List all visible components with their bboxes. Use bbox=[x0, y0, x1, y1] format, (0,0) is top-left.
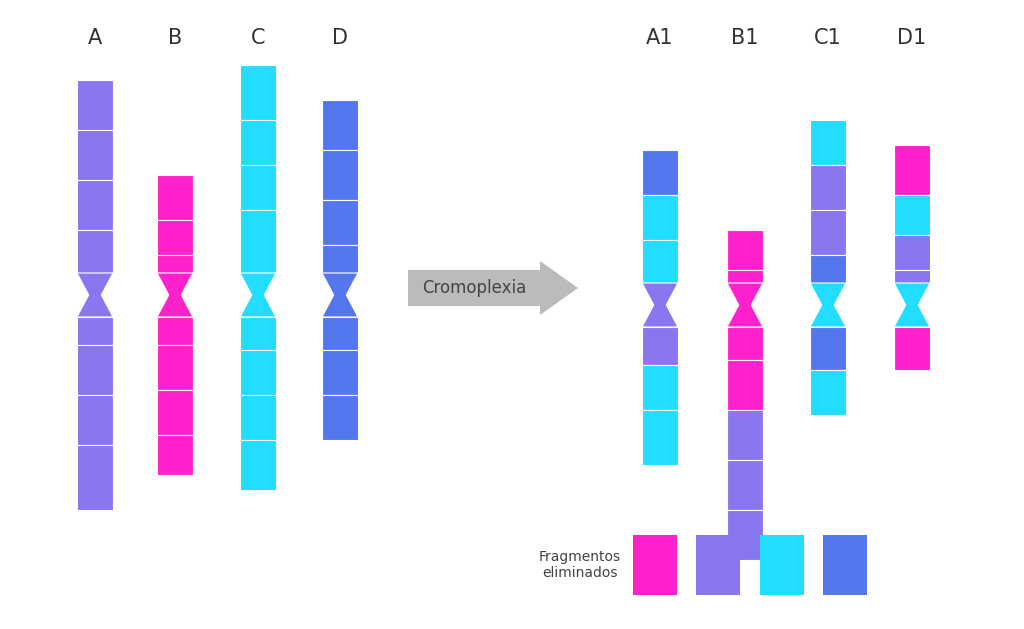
Bar bbox=[240, 440, 276, 490]
Bar bbox=[727, 410, 763, 460]
Bar bbox=[322, 395, 358, 440]
Text: C: C bbox=[251, 28, 265, 48]
Bar bbox=[727, 460, 763, 510]
Bar bbox=[823, 535, 867, 595]
Bar bbox=[810, 370, 846, 415]
Text: A: A bbox=[88, 28, 102, 48]
Polygon shape bbox=[157, 273, 193, 317]
Text: C1: C1 bbox=[814, 28, 842, 48]
Bar bbox=[77, 345, 113, 395]
Bar bbox=[810, 255, 846, 283]
Bar bbox=[240, 395, 276, 440]
Bar bbox=[894, 235, 930, 270]
Bar bbox=[157, 220, 193, 255]
Bar bbox=[810, 210, 846, 255]
Bar bbox=[727, 327, 763, 360]
Bar bbox=[77, 80, 113, 130]
Bar bbox=[894, 145, 930, 195]
Bar bbox=[240, 317, 276, 350]
Text: B1: B1 bbox=[731, 28, 759, 48]
Polygon shape bbox=[408, 261, 578, 315]
Bar bbox=[760, 535, 804, 595]
Bar bbox=[696, 535, 740, 595]
Bar bbox=[894, 270, 930, 283]
Bar bbox=[322, 317, 358, 350]
Bar bbox=[77, 317, 113, 345]
Bar bbox=[727, 510, 763, 560]
Bar bbox=[77, 445, 113, 510]
Polygon shape bbox=[810, 283, 846, 327]
Bar bbox=[322, 350, 358, 395]
Text: B: B bbox=[168, 28, 182, 48]
Text: D: D bbox=[332, 28, 348, 48]
Bar bbox=[810, 165, 846, 210]
Bar bbox=[77, 130, 113, 180]
Polygon shape bbox=[894, 283, 930, 327]
Bar bbox=[77, 230, 113, 273]
Text: A1: A1 bbox=[646, 28, 674, 48]
Bar bbox=[157, 317, 193, 345]
Bar bbox=[77, 395, 113, 445]
Bar bbox=[157, 390, 193, 435]
Bar bbox=[322, 150, 358, 200]
Bar bbox=[727, 270, 763, 283]
Bar bbox=[157, 345, 193, 390]
Bar bbox=[322, 100, 358, 150]
Polygon shape bbox=[727, 283, 763, 327]
Bar bbox=[240, 210, 276, 273]
Bar bbox=[240, 350, 276, 395]
Bar bbox=[633, 535, 677, 595]
Bar bbox=[240, 120, 276, 165]
Bar bbox=[322, 200, 358, 245]
Bar bbox=[810, 120, 846, 165]
Bar bbox=[157, 175, 193, 220]
Bar bbox=[894, 327, 930, 370]
Bar bbox=[727, 360, 763, 410]
Bar bbox=[894, 195, 930, 235]
Bar bbox=[642, 150, 678, 195]
Polygon shape bbox=[77, 273, 113, 317]
Polygon shape bbox=[322, 273, 358, 317]
Bar bbox=[240, 165, 276, 210]
Bar bbox=[642, 195, 678, 240]
Bar bbox=[642, 410, 678, 465]
Polygon shape bbox=[642, 283, 678, 327]
Bar bbox=[727, 230, 763, 270]
Text: D1: D1 bbox=[897, 28, 927, 48]
Bar bbox=[240, 65, 276, 120]
Polygon shape bbox=[240, 273, 276, 317]
Bar bbox=[157, 435, 193, 475]
Text: Cromoplexia: Cromoplexia bbox=[422, 279, 526, 297]
Bar bbox=[157, 255, 193, 273]
Bar bbox=[810, 327, 846, 370]
Bar bbox=[642, 327, 678, 365]
Bar bbox=[322, 245, 358, 273]
Bar bbox=[642, 240, 678, 283]
Bar bbox=[77, 180, 113, 230]
Text: Fragmentos
eliminados: Fragmentos eliminados bbox=[539, 550, 622, 580]
Bar bbox=[642, 365, 678, 410]
